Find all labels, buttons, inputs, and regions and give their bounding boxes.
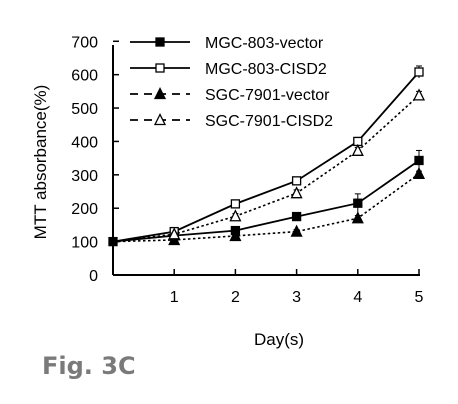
series-SGC-7901-CISD2 [112, 88, 426, 243]
data-point [353, 198, 363, 208]
y-tick-label: 600 [71, 68, 98, 85]
y-tick-label: 300 [71, 168, 98, 185]
y-ticks: 0 100 200 300 400 500 600 700 [71, 34, 119, 285]
y-tick-label: 100 [71, 235, 98, 252]
series-line [112, 94, 420, 243]
y-tick-label: 700 [71, 34, 98, 51]
legend-marker [155, 37, 165, 47]
figure-label: Fig. 3C [42, 352, 136, 380]
legend-label: MGC-803-CISD2 [205, 61, 327, 78]
data-point [291, 176, 302, 186]
x-tick-label: 1 [170, 289, 179, 306]
y-tick-label: 400 [71, 134, 98, 151]
data-point [412, 166, 426, 179]
data-point [168, 232, 181, 246]
legend-label: SGC-7901-CISD2 [205, 113, 333, 130]
y-axis-label: MTT absorbance(%) [31, 85, 50, 240]
series-SGC-7901-vector [112, 166, 426, 246]
legend-marker [155, 63, 165, 73]
x-tick-label: 3 [292, 289, 301, 306]
data-point [168, 227, 181, 240]
data-point [229, 228, 242, 242]
data-point [290, 224, 303, 237]
data-point [351, 143, 364, 156]
x-axis-label: Day(s) [254, 330, 304, 349]
legend-label: SGC-7901-vector [205, 87, 330, 104]
data-point [351, 211, 364, 224]
legend-label: MGC-803-vector [205, 35, 324, 52]
data-point [414, 67, 424, 77]
y-tick-label: 200 [71, 201, 98, 218]
y-tick-label: 0 [89, 268, 98, 285]
x-tick-label: 2 [231, 289, 240, 306]
series-line [112, 173, 420, 243]
series-group [108, 65, 426, 247]
legend: MGC-803-vector MGC-803-CISD2 SGC-7901-vect… [130, 35, 333, 130]
data-point [229, 209, 242, 222]
y-tick-label: 500 [71, 101, 98, 118]
series-MGC-803-vector [112, 149, 424, 243]
data-point [414, 155, 424, 166]
data-point [290, 186, 303, 199]
legend-marker [153, 87, 167, 100]
series-line [112, 71, 420, 243]
x-tick-label: 4 [353, 289, 362, 306]
x-ticks: 1 2 3 4 5 [170, 269, 424, 306]
data-point [412, 88, 426, 101]
x-tick-label: 5 [415, 289, 424, 306]
legend-marker [153, 113, 167, 126]
data-point [291, 211, 302, 222]
data-point [230, 199, 241, 209]
origin-point [108, 236, 118, 247]
series-line [112, 159, 420, 243]
